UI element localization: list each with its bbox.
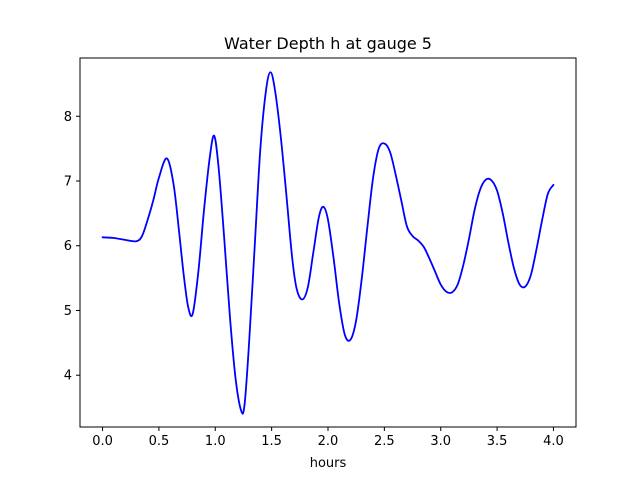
x-tick-label: 3.5 [487, 434, 508, 449]
x-tick-label: 0.5 [149, 434, 170, 449]
series-layer [101, 71, 555, 415]
x-axis: 0.0 0.5 1.0 1.5 2.0 2.5 3.0 3.5 4.0 [92, 427, 564, 449]
x-tick-label: 0.0 [92, 434, 113, 449]
x-tick-label: 1.0 [205, 434, 226, 449]
y-tick-label: 7 [64, 175, 72, 190]
y-tick-label: 5 [64, 304, 72, 319]
x-tick-label: 4.0 [543, 434, 564, 449]
y-tick-label: 8 [64, 110, 72, 125]
x-tick-label: 2.5 [374, 434, 395, 449]
x-tick-label: 1.5 [261, 434, 282, 449]
series-line-0 [101, 71, 555, 415]
chart-title: Water Depth h at gauge 5 [224, 34, 432, 53]
y-tick-label: 4 [64, 369, 72, 384]
y-tick-label: 6 [64, 239, 72, 254]
y-axis: 4 5 6 7 8 [64, 110, 80, 384]
x-tick-label: 3.0 [430, 434, 451, 449]
x-tick-label: 2.0 [318, 434, 339, 449]
x-axis-label: hours [310, 456, 347, 471]
